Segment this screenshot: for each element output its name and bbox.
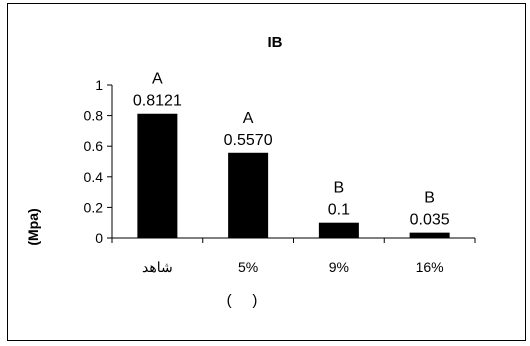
y-tick-label: 0.8	[84, 108, 104, 124]
bar	[228, 152, 269, 238]
bar-group-letter: B	[424, 190, 435, 207]
y-tick-label: 0	[95, 230, 103, 246]
bar	[409, 232, 450, 238]
x-tick-label: 16%	[416, 259, 444, 275]
bar	[318, 222, 359, 238]
bar-value-label: 0.5570	[224, 132, 273, 149]
bar-value-label: 0.035	[410, 212, 450, 229]
y-tick-label: 0.2	[84, 199, 104, 215]
x-tick-label: شاهد	[142, 259, 173, 275]
bar-value-label: 0.8121	[133, 93, 182, 110]
y-tick-label: 0.6	[84, 138, 104, 154]
plot-area: 0 0.2 0.4 0.6 0.8 1 0.8121 A شاهد 0.5570 A 5% 0.1 B 9%…	[84, 71, 476, 275]
y-tick-label: 0.4	[84, 169, 104, 185]
y-tick-label: 1	[95, 77, 103, 93]
bar-group-letter: A	[243, 110, 254, 127]
x-tick-label: 5%	[238, 259, 258, 275]
x-axis-label: ( )	[227, 292, 258, 309]
x-tick-label: 9%	[329, 259, 349, 275]
y-axis-label: (Mpa)	[25, 208, 41, 245]
bar-group-letter: A	[152, 71, 163, 88]
bar	[137, 113, 178, 238]
bar-group-letter: B	[334, 180, 345, 197]
chart-title: IB	[268, 34, 283, 51]
bar-value-label: 0.1	[328, 202, 350, 219]
